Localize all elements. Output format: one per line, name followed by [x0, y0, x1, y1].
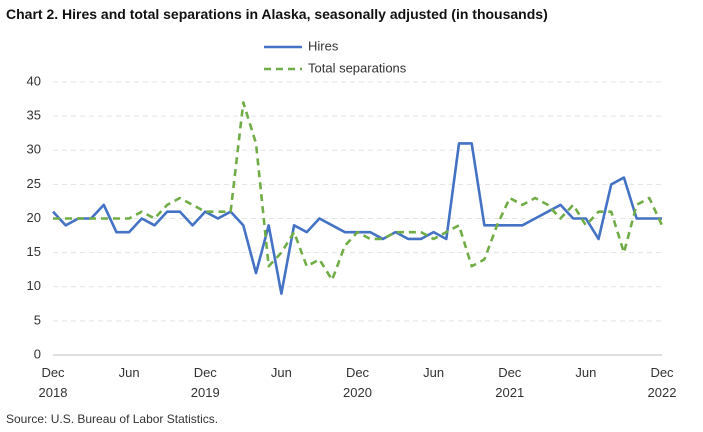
y-tick-label: 25 [27, 176, 41, 191]
x-tick-label: Dec 2020 [343, 365, 372, 400]
x-tick-label: Dec 2018 [38, 365, 68, 400]
y-tick-label: 40 [27, 73, 41, 88]
x-tick-label: Dec 2022 [647, 365, 677, 400]
y-tick-label: 35 [27, 108, 41, 123]
y-tick-label: 5 [34, 312, 41, 327]
chart-title: Chart 2. Hires and total separations in … [6, 6, 548, 22]
x-tick-label: Jun [423, 365, 445, 380]
x-tick-label: Jun [575, 365, 597, 380]
x-tick-label: Dec 2021 [495, 365, 525, 400]
y-tick-label: 10 [27, 278, 41, 293]
x-tick-label: Dec 2019 [190, 365, 220, 400]
legend-label: Total separations [308, 60, 407, 75]
x-tick-label: Jun [270, 365, 292, 380]
series-line [53, 101, 664, 282]
y-tick-label: 30 [27, 142, 41, 157]
x-tick-label: Jun [118, 365, 140, 380]
y-tick-label: 20 [27, 210, 41, 225]
y-tick-label: 0 [34, 346, 41, 361]
legend-label: Hires [308, 38, 339, 53]
y-tick-label: 15 [27, 244, 41, 259]
source-note: Source: U.S. Bureau of Labor Statistics. [6, 412, 219, 426]
